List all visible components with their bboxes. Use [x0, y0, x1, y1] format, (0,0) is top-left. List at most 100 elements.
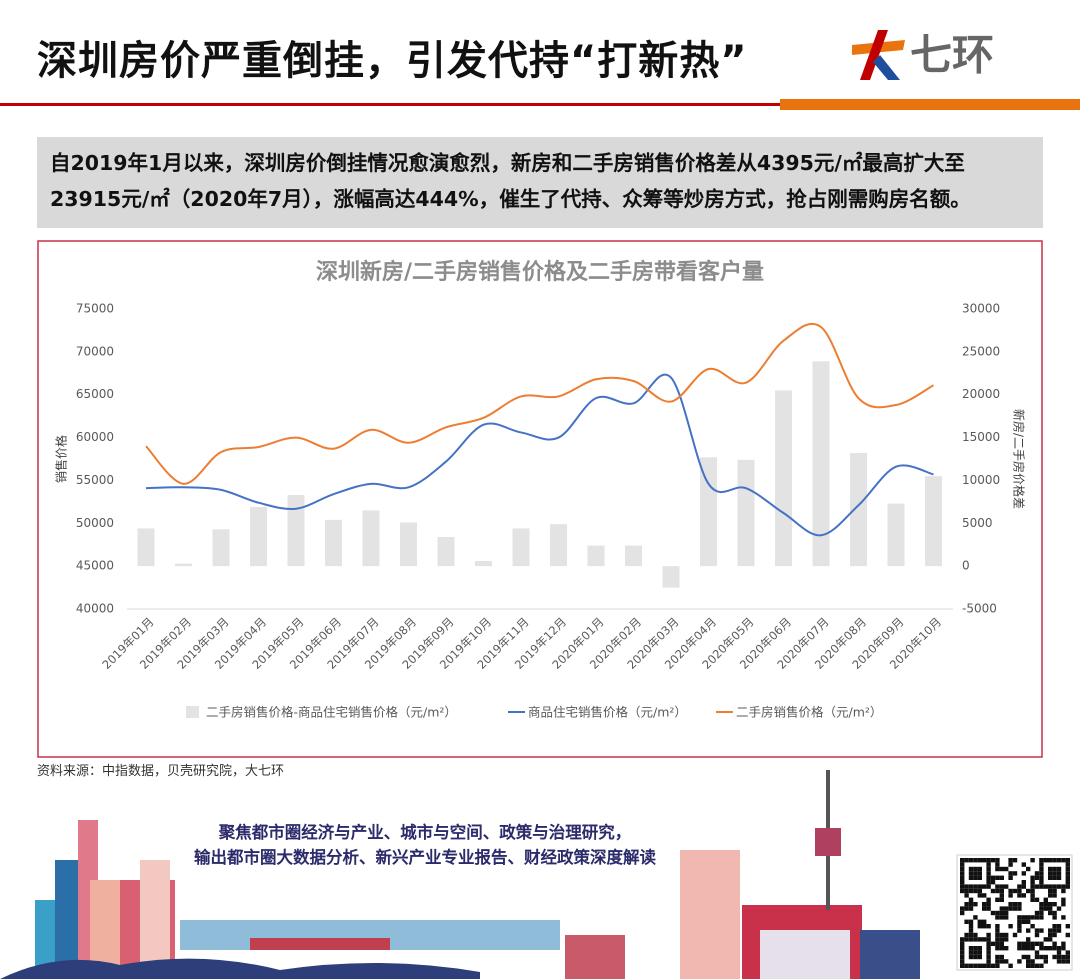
qr-cell: [1030, 893, 1035, 898]
chart-title: 深圳新房/二手房销售价格及二手房带看客户量: [316, 259, 764, 285]
qr-cell: [1034, 915, 1040, 920]
qr-cell: [968, 954, 974, 960]
qr-cell: [973, 884, 978, 889]
qr-cell: [999, 937, 1004, 942]
qr-cell: [968, 906, 974, 911]
qr-cell: [973, 888, 978, 894]
legend-label: 二手房销售价格-商品住宅销售价格（元/m²）: [206, 705, 457, 720]
qr-cell: [990, 963, 996, 968]
qr-cell: [1004, 866, 1009, 872]
qr-cell: [1034, 897, 1040, 902]
qr-cell: [1061, 858, 1066, 863]
y-tick-label: 40000: [76, 602, 114, 616]
qr-cell: [1061, 884, 1066, 889]
qr-cell: [973, 946, 978, 951]
y-tick-label: 70000: [76, 344, 114, 358]
qr-cell: [1017, 959, 1022, 964]
qr-cell: [1021, 946, 1026, 951]
qr-cell: [1052, 910, 1057, 916]
bar: [325, 519, 342, 567]
qr-cell: [977, 893, 982, 898]
qr-cell: [1008, 963, 1013, 968]
qr-cell: [960, 941, 965, 946]
qr-cell: [1048, 932, 1053, 938]
y2-tick-label: 30000: [962, 302, 1000, 316]
qr-cell: [1004, 884, 1009, 889]
qr-cell: [1048, 937, 1053, 942]
y2-tick-label: 25000: [962, 344, 1000, 358]
qr-cell: [990, 875, 996, 880]
qr-cell: [1052, 888, 1057, 894]
qr-cell: [968, 924, 974, 929]
qr-cell: [995, 866, 1000, 872]
bar: [512, 528, 530, 567]
qr-cell: [1065, 884, 1070, 889]
qr-cell: [982, 902, 987, 907]
qr-cell: [986, 906, 991, 911]
bar: [400, 522, 417, 567]
qr-cell: [1012, 906, 1018, 911]
qr-cell: [1043, 897, 1048, 902]
qr-cell: [1008, 858, 1013, 863]
qr-cell: [1026, 937, 1031, 942]
qr-cell: [990, 880, 996, 885]
qr-cell: [960, 884, 965, 889]
qr-cell: [968, 919, 974, 924]
qr-cell: [995, 897, 1000, 902]
qr-cell: [1026, 963, 1031, 968]
logo-mark: [852, 30, 905, 80]
qr-cell: [986, 941, 991, 946]
bar: [475, 561, 492, 567]
qr-cell: [1021, 893, 1026, 898]
bar: [700, 457, 717, 567]
qr-cell: [1039, 880, 1044, 885]
bar: [137, 528, 155, 567]
qr-cell: [982, 858, 987, 863]
qr-cell: [1065, 924, 1070, 929]
qr-cell: [1008, 893, 1013, 898]
qr-cell: [977, 946, 982, 951]
qr-cell: [1061, 897, 1066, 902]
qr-cell: [960, 906, 965, 911]
qr-cell: [995, 910, 1000, 916]
qr-cell: [1034, 910, 1040, 916]
qr-cell: [990, 941, 996, 946]
qr-cell: [1048, 906, 1053, 911]
qr-cell: [964, 893, 969, 898]
qr-cell: [1052, 875, 1057, 880]
qr-cell: [986, 932, 991, 938]
header-rule: [0, 103, 780, 106]
qr-cell: [1048, 871, 1053, 876]
qr-cell: [986, 884, 991, 889]
qr-cell: [995, 963, 1000, 968]
qr-cell: [1030, 941, 1035, 946]
qr-cell: [973, 937, 978, 942]
qr-cell: [1052, 932, 1057, 938]
bar: [887, 503, 905, 567]
qr-cell: [1004, 937, 1009, 942]
qr-cell: [1017, 906, 1022, 911]
qr-cell: [1052, 928, 1057, 933]
qr-cell: [1021, 954, 1026, 960]
qr-cell: [1039, 862, 1044, 867]
summary-box: [37, 137, 1043, 228]
qr-cell: [1065, 880, 1070, 885]
qr-cell: [986, 950, 991, 955]
qr-cell: [982, 937, 987, 942]
qr-cell: [995, 954, 1000, 960]
qr-cell: [960, 862, 965, 867]
qr-cell: [960, 871, 965, 876]
qr-cell: [977, 871, 982, 876]
qr-cell: [1030, 875, 1035, 880]
qr-cell: [995, 884, 1000, 889]
qr-cell: [1039, 915, 1044, 920]
qr-cell: [999, 910, 1004, 916]
cityscape: [0, 770, 920, 979]
qr-cell: [960, 963, 965, 968]
qr-code: [956, 854, 1073, 971]
qr-cell: [977, 924, 982, 929]
qr-cell: [1021, 915, 1026, 920]
line: [145, 322, 934, 485]
qr-cell: [995, 862, 1000, 867]
